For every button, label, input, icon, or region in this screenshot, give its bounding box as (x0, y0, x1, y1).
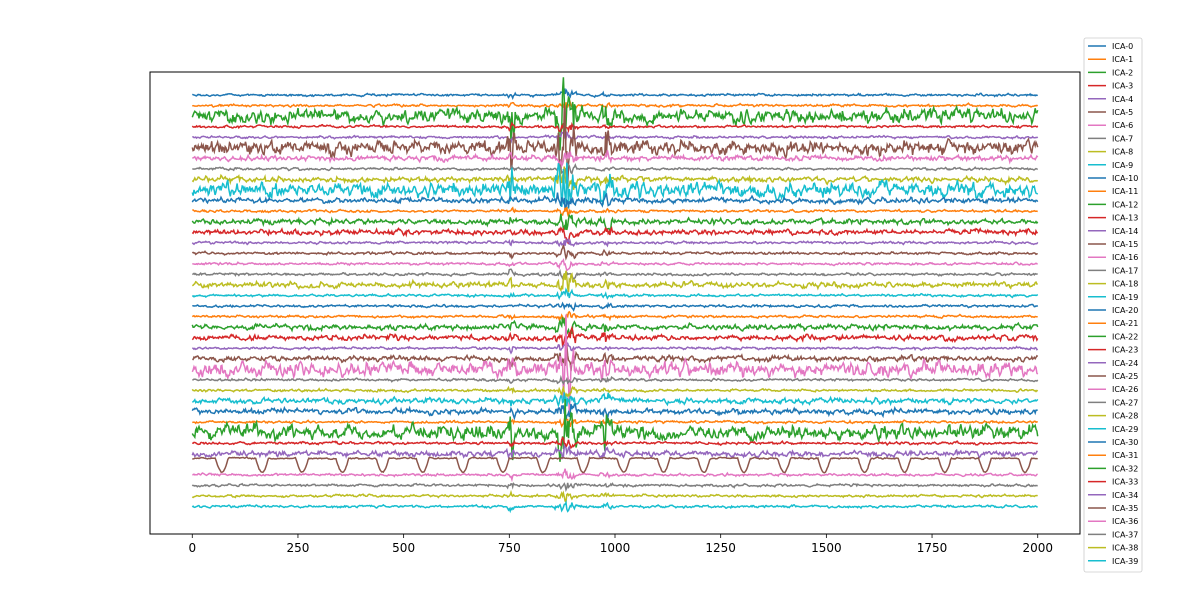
legend-label-ica-37[interactable]: ICA-37 (1112, 530, 1138, 539)
legend-label-ica-3[interactable]: ICA-3 (1112, 82, 1133, 91)
x-tick-label: 1750 (917, 541, 948, 555)
legend-label-ica-2[interactable]: ICA-2 (1112, 68, 1133, 77)
legend-label-ica-4[interactable]: ICA-4 (1112, 95, 1133, 104)
legend-label-ica-1[interactable]: ICA-1 (1112, 55, 1133, 64)
series-line-ica-36 (192, 468, 1038, 483)
legend-label-ica-21[interactable]: ICA-21 (1112, 319, 1138, 328)
legend-label-ica-38[interactable]: ICA-38 (1112, 544, 1138, 553)
series-line-ica-16 (192, 257, 1038, 272)
legend-label-ica-27[interactable]: ICA-27 (1112, 398, 1138, 407)
legend-label-ica-16[interactable]: ICA-16 (1112, 253, 1138, 262)
series-line-ica-17 (192, 268, 1038, 281)
legend-label-ica-15[interactable]: ICA-15 (1112, 240, 1138, 249)
series-line-ica-35 (192, 456, 1038, 474)
series-line-ica-38 (191, 489, 1038, 504)
legend-label-ica-5[interactable]: ICA-5 (1112, 108, 1133, 117)
x-axis: 0 250 500 750 1000 1250 1500 1750 2000 (188, 534, 1053, 555)
series-line-ica-30 (191, 403, 1038, 421)
series-line-ica-1 (192, 99, 1039, 110)
x-tick-label: 1000 (600, 541, 631, 555)
series-line-ica-7 (192, 162, 1039, 176)
x-tick-label: 2000 (1022, 541, 1053, 555)
legend-label-ica-14[interactable]: ICA-14 (1112, 227, 1138, 236)
x-tick-label: 500 (392, 541, 415, 555)
series-line-ica-8 (191, 166, 1039, 190)
legend-label-ica-39[interactable]: ICA-39 (1112, 557, 1138, 566)
legend-label-ica-20[interactable]: ICA-20 (1112, 306, 1138, 315)
series-line-ica-25 (192, 345, 1039, 372)
legend-label-ica-35[interactable]: ICA-35 (1112, 504, 1138, 513)
legend-label-ica-36[interactable]: ICA-36 (1112, 517, 1138, 526)
legend-label-ica-24[interactable]: ICA-24 (1112, 359, 1138, 368)
series-group (191, 77, 1039, 514)
series-line-ica-10 (191, 192, 1039, 213)
series-line-ica-31 (191, 417, 1039, 429)
series-line-ica-15 (191, 244, 1038, 261)
series-line-ica-2 (191, 77, 1039, 151)
series-line-ica-3 (191, 121, 1039, 134)
series-line-ica-24 (192, 341, 1039, 355)
legend-label-ica-22[interactable]: ICA-22 (1112, 332, 1138, 341)
legend-label-ica-26[interactable]: ICA-26 (1112, 385, 1138, 394)
x-tick-label: 0 (188, 541, 196, 555)
series-line-ica-29 (191, 392, 1039, 408)
series-line-ica-37 (191, 482, 1038, 493)
series-line-ica-14 (191, 237, 1039, 248)
legend-label-ica-34[interactable]: ICA-34 (1112, 491, 1138, 500)
series-line-ica-32 (191, 399, 1039, 462)
legend-label-ica-6[interactable]: ICA-6 (1112, 121, 1133, 130)
x-tick-label: 1250 (705, 541, 736, 555)
legend-label-ica-13[interactable]: ICA-13 (1112, 214, 1138, 223)
legend-label-ica-31[interactable]: ICA-31 (1112, 451, 1138, 460)
series-line-ica-18 (191, 270, 1038, 293)
legend-label-ica-29[interactable]: ICA-29 (1112, 425, 1138, 434)
series-line-ica-21 (191, 310, 1038, 322)
series-line-ica-11 (192, 206, 1038, 217)
x-tick-label: 750 (498, 541, 521, 555)
series-line-ica-19 (191, 287, 1039, 301)
legend-label-ica-18[interactable]: ICA-18 (1112, 280, 1138, 289)
legend-label-ica-28[interactable]: ICA-28 (1112, 412, 1138, 421)
legend-label-ica-9[interactable]: ICA-9 (1112, 161, 1133, 170)
legend-label-ica-33[interactable]: ICA-33 (1112, 478, 1138, 487)
series-line-ica-4 (192, 130, 1039, 145)
legend-label-ica-11[interactable]: ICA-11 (1112, 187, 1138, 196)
legend-label-ica-12[interactable]: ICA-12 (1112, 200, 1138, 209)
legend[interactable]: ICA-0 ICA-1 ICA-2 ICA-3 ICA-4 ICA-5 ICA-6 ICA-7… (1083, 37, 1143, 573)
x-tick-label: 1500 (811, 541, 842, 555)
legend-label-ica-30[interactable]: ICA-30 (1112, 438, 1138, 447)
series-line-ica-33 (191, 436, 1039, 450)
legend-label-ica-8[interactable]: ICA-8 (1112, 148, 1133, 157)
legend-label-ica-17[interactable]: ICA-17 (1112, 266, 1138, 275)
legend-label-ica-0[interactable]: ICA-0 (1112, 42, 1133, 51)
series-line-ica-23 (191, 325, 1039, 349)
series-line-ica-0 (191, 84, 1038, 101)
series-line-ica-22 (191, 317, 1039, 335)
series-line-ica-28 (191, 385, 1039, 399)
series-line-ica-12 (191, 213, 1039, 232)
legend-label-ica-10[interactable]: ICA-10 (1112, 174, 1138, 183)
series-line-ica-26 (191, 314, 1039, 414)
series-line-ica-27 (192, 374, 1039, 386)
series-line-ica-39 (191, 500, 1038, 514)
legend-label-ica-7[interactable]: ICA-7 (1112, 134, 1133, 143)
series-line-ica-20 (192, 301, 1039, 312)
legend-label-ica-32[interactable]: ICA-32 (1112, 464, 1138, 473)
series-line-ica-5 (191, 105, 1039, 189)
legend-box (1083, 37, 1143, 573)
legend-label-ica-23[interactable]: ICA-23 (1112, 346, 1138, 355)
series-line-ica-9 (191, 162, 1039, 209)
legend-label-ica-25[interactable]: ICA-25 (1112, 372, 1138, 381)
x-tick-label: 250 (287, 541, 310, 555)
legend-label-ica-19[interactable]: ICA-19 (1112, 293, 1138, 302)
series-line-ica-13 (191, 225, 1039, 245)
series-line-ica-34 (191, 443, 1038, 461)
series-line-ica-6 (192, 150, 1039, 169)
